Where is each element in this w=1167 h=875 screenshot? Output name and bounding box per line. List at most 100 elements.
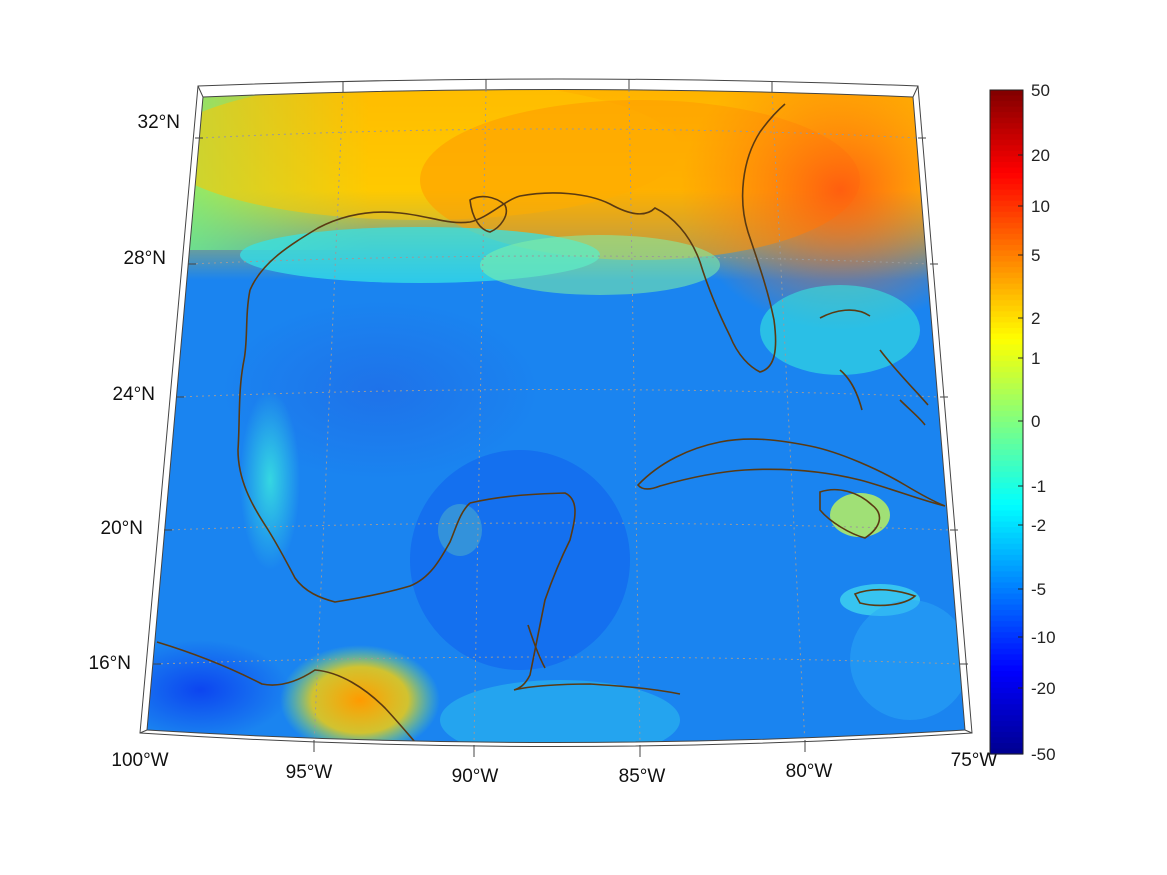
colorbar-segment	[990, 228, 1023, 235]
colorbar-segment	[990, 643, 1023, 650]
colorbar-segment	[990, 482, 1023, 489]
colorbar-segment	[990, 184, 1023, 191]
lat-labels: 32°N 28°N 24°N 20°N 16°N	[89, 112, 180, 674]
colorbar-segment	[990, 659, 1023, 667]
colorbar-segment	[990, 167, 1023, 174]
colorbar-segment	[990, 682, 1023, 689]
colorbar-segment	[990, 394, 1023, 401]
colorbar-segment	[990, 455, 1023, 462]
colorbar-segment	[990, 399, 1023, 406]
colorbar-segment	[990, 726, 1023, 733]
colorbar-segment	[990, 350, 1023, 357]
map-frame	[139, 78, 973, 757]
colorbar-segment	[990, 516, 1023, 523]
colorbar-segment	[990, 543, 1023, 550]
colorbar-scale	[990, 90, 1023, 755]
colorbar-segment	[990, 466, 1023, 473]
colorbar-segment	[990, 565, 1023, 572]
colorbar-segment	[990, 477, 1023, 484]
colorbar-segment	[990, 731, 1023, 738]
colorbar-segment	[990, 554, 1023, 561]
colorbar-segment	[990, 610, 1023, 617]
colorbar-tick-label: -5	[1031, 580, 1046, 599]
colorbar-segment	[990, 538, 1023, 545]
colorbar-segment	[990, 316, 1023, 323]
coastline-pacific	[156, 641, 416, 743]
colorbar-tick-label: 5	[1031, 246, 1040, 265]
colorbar-segment	[990, 460, 1023, 467]
colorbar-segment	[990, 233, 1023, 240]
colorbar-segment	[990, 422, 1023, 429]
colorbar-segment	[990, 206, 1023, 213]
colorbar-segment	[990, 599, 1023, 606]
colorbar-segment	[990, 139, 1023, 146]
coastline-gulf-north	[249, 103, 786, 373]
colorbar-segment	[990, 278, 1023, 285]
colorbar-segment	[990, 311, 1023, 318]
colorbar-segment	[990, 145, 1023, 152]
colorbar-tick-label: 2	[1031, 309, 1040, 328]
colorbar-segment	[990, 720, 1023, 727]
colorbar-segment	[990, 549, 1023, 556]
lat-label: 32°N	[138, 112, 180, 133]
colorbar-segment	[990, 471, 1023, 478]
colorbar-segment	[990, 709, 1023, 716]
colorbar-segment	[990, 671, 1023, 678]
colorbar-segment	[990, 156, 1023, 163]
colorbar-segment	[990, 272, 1023, 279]
colorbar-tick-label: 1	[1031, 349, 1040, 368]
colorbar-segment	[990, 588, 1023, 595]
colorbar-segment	[990, 493, 1023, 501]
colorbar-segment	[990, 239, 1023, 246]
colorbar-segment	[990, 383, 1023, 390]
coastline-jamaica	[853, 588, 917, 607]
colorbar-segment	[990, 123, 1023, 130]
colorbar-segment	[990, 410, 1023, 418]
colorbar-segment	[990, 289, 1023, 296]
colorbar-segment	[990, 571, 1023, 578]
colorbar-segment	[990, 361, 1023, 368]
colorbar-segment	[990, 244, 1023, 252]
colorbar-segment	[990, 112, 1023, 119]
colorbar-segment	[990, 560, 1023, 567]
lon-label: 95°W	[286, 762, 333, 783]
colorbar-segment	[990, 327, 1023, 335]
colorbar-segment	[990, 505, 1023, 512]
colorbar-segment	[990, 737, 1023, 744]
coastline-cuba	[636, 438, 946, 507]
colorbar-segment	[990, 195, 1023, 202]
colorbar-segment	[990, 676, 1023, 683]
colorbar-segment	[990, 134, 1023, 141]
colorbar-segment	[990, 267, 1023, 274]
colorbar-segment	[990, 521, 1023, 528]
colorbar-segment	[990, 704, 1023, 711]
colorbar-segment	[990, 189, 1023, 196]
colorbar-segment	[990, 648, 1023, 655]
colorbar-segment	[990, 106, 1023, 113]
colorbar-tick-label: 0	[1031, 412, 1040, 431]
colorbar-segment	[990, 621, 1023, 628]
colorbar-segment	[990, 444, 1023, 451]
graticule	[154, 89, 961, 743]
colorbar-segment	[990, 344, 1023, 351]
colorbar-segment	[990, 305, 1023, 312]
coastline-gulf-west	[237, 289, 471, 603]
colorbar-segment	[990, 693, 1023, 700]
colorbar-segment	[990, 256, 1023, 263]
colorbar-segment	[990, 211, 1023, 218]
colorbar-segment	[990, 283, 1023, 290]
colorbar-segment	[990, 161, 1023, 169]
colorbar-segment	[990, 416, 1023, 423]
lat-label: 16°N	[89, 653, 131, 674]
colorbar-segment	[990, 101, 1023, 108]
colorbar-segment	[990, 632, 1023, 639]
colorbar-segment	[990, 742, 1023, 750]
colorbar-segment	[990, 128, 1023, 135]
colorbar-segment	[990, 593, 1023, 600]
lat-label: 20°N	[101, 518, 143, 539]
colorbar-segment	[990, 665, 1023, 672]
coastline-mississippi-delta	[469, 195, 508, 233]
colorbar-segment	[990, 527, 1023, 534]
colorbar-segment	[990, 372, 1023, 379]
colorbar-segment	[990, 178, 1023, 185]
